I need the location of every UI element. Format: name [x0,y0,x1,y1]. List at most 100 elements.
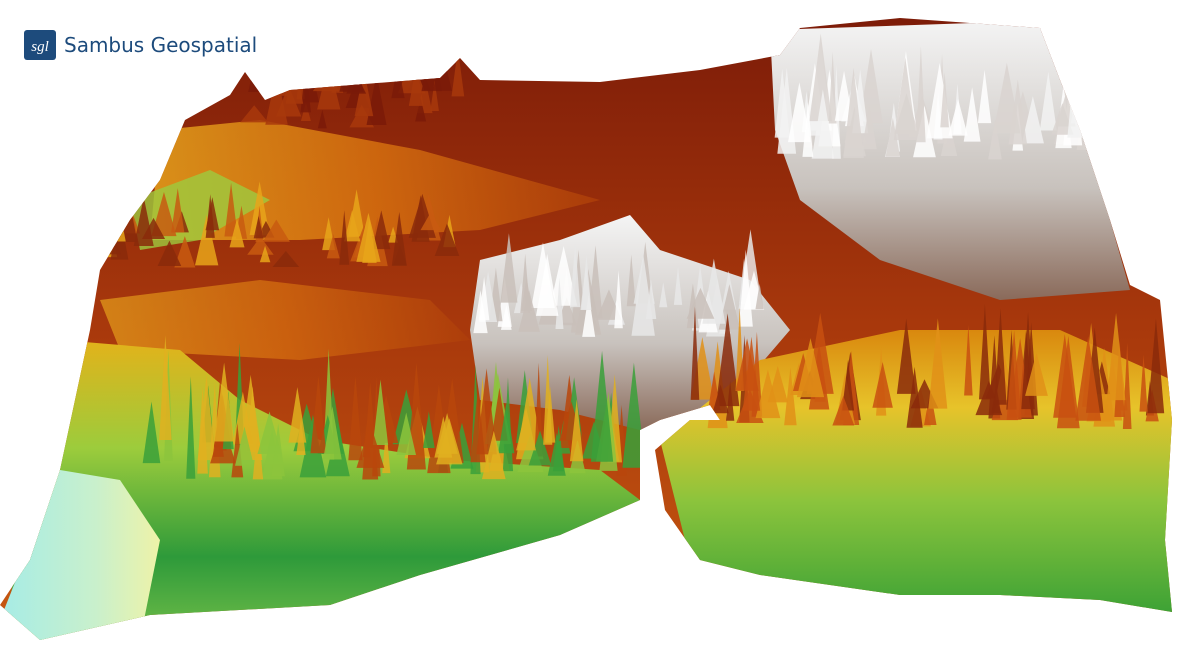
peak [339,210,350,265]
peak [570,241,581,308]
peak [205,197,220,231]
peak [344,209,361,242]
peak [356,423,385,468]
peak [1070,66,1095,124]
peak [346,73,367,94]
peak [712,384,729,414]
peak [735,338,759,391]
peak [979,303,991,400]
peak [673,266,683,305]
peak [159,335,172,441]
peak [422,411,435,449]
peak [473,290,488,334]
peak [552,425,565,472]
peak [622,362,646,468]
peak [1067,49,1085,138]
peak [1025,352,1048,396]
peak [861,105,877,150]
peak [994,308,1007,405]
peak [590,350,614,462]
peak [498,403,515,454]
peak [317,109,327,129]
peak [396,412,417,456]
peak [210,421,236,464]
peak [326,234,340,259]
snow-region [470,215,790,430]
peak [690,306,700,400]
peak [1039,71,1057,131]
peak [197,386,208,474]
peak [104,185,126,242]
peak [142,217,166,240]
peak [451,48,465,97]
peak [928,318,948,409]
peak [500,305,512,330]
peak [1008,79,1028,145]
peak [550,245,578,306]
peak [686,287,715,319]
peak [151,192,177,237]
peak [275,60,288,96]
peak [894,93,919,134]
peak [372,210,391,250]
peak [194,214,219,266]
peak [906,366,923,428]
peak [896,318,916,394]
peak [1147,318,1165,414]
peak [224,182,238,237]
peak [174,236,196,268]
peak [247,236,274,255]
peak [582,294,596,337]
peak [285,56,304,104]
peak [430,80,439,112]
peak [300,65,311,113]
peak [391,211,407,266]
peak [596,289,622,320]
peak [787,82,811,143]
peak [436,418,463,465]
peak [755,283,764,310]
peaks [90,33,1165,480]
peak [520,253,531,314]
peak [1078,81,1093,140]
peak [755,369,781,419]
peak [543,354,553,445]
peak [843,67,864,158]
peak [842,359,855,411]
peak [809,33,833,122]
peak [964,324,973,396]
peak [323,406,342,460]
peak [1086,108,1108,148]
peak [253,215,264,239]
peak [259,245,271,263]
peak [784,367,797,426]
peak [310,375,327,454]
peak [272,251,300,268]
logo-name: Sambus Geospatial [64,33,257,57]
peak [240,105,269,123]
peak [362,218,377,263]
peak [948,98,968,136]
peak [100,198,117,236]
peak [534,362,543,457]
peak [186,376,196,479]
peak [802,102,814,157]
peak [372,379,389,445]
peak [626,254,636,307]
peak [262,219,290,242]
lowland-pale [0,470,160,640]
peak [382,427,391,474]
peak [738,249,753,327]
peak [828,51,837,124]
peak [142,401,161,464]
peak [916,46,926,143]
peak [1122,342,1132,429]
peak [157,240,182,266]
peak [481,430,506,480]
peak [500,233,518,303]
peak [434,223,460,256]
peak [977,69,992,124]
peak [811,89,835,159]
ridge-band [100,280,470,360]
peak [832,395,855,426]
